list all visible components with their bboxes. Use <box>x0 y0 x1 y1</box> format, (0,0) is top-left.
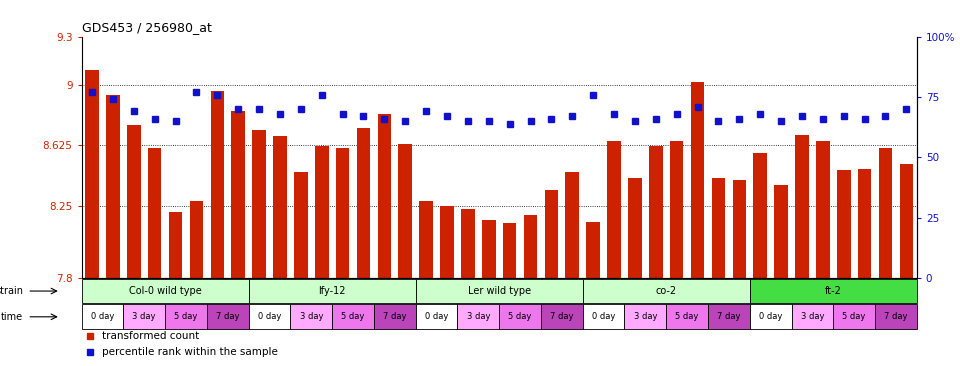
Bar <box>207 305 249 329</box>
Text: 7 day: 7 day <box>216 312 239 321</box>
Bar <box>587 222 600 278</box>
Bar <box>169 212 182 278</box>
Bar <box>666 305 708 329</box>
Text: 0 day: 0 day <box>592 312 615 321</box>
Bar <box>420 201 433 278</box>
Bar <box>750 279 917 303</box>
Bar <box>461 209 474 278</box>
Text: 7 day: 7 day <box>717 312 740 321</box>
Bar <box>123 305 165 329</box>
Bar <box>165 305 207 329</box>
Text: 5 day: 5 day <box>676 312 699 321</box>
Bar <box>82 305 123 329</box>
Text: 0 day: 0 day <box>425 312 448 321</box>
Bar <box>540 305 583 329</box>
Bar <box>628 178 641 278</box>
Bar <box>565 172 579 278</box>
Bar <box>332 305 373 329</box>
Bar <box>711 178 725 278</box>
Bar <box>775 185 788 278</box>
Text: 7 day: 7 day <box>550 312 573 321</box>
Text: 5 day: 5 day <box>175 312 198 321</box>
Text: 3 day: 3 day <box>300 312 323 321</box>
Bar <box>670 141 684 278</box>
Bar <box>85 70 99 278</box>
Text: 0 day: 0 day <box>91 312 114 321</box>
Text: 3 day: 3 day <box>132 312 156 321</box>
Bar <box>691 82 705 278</box>
Bar <box>374 305 416 329</box>
Text: strain: strain <box>0 286 23 296</box>
Bar <box>732 180 746 278</box>
Bar <box>837 170 851 278</box>
Text: 0 day: 0 day <box>759 312 782 321</box>
Bar <box>357 128 371 278</box>
Text: lfy-12: lfy-12 <box>319 286 346 296</box>
Text: 3 day: 3 day <box>634 312 657 321</box>
Text: Col-0 wild type: Col-0 wild type <box>129 286 202 296</box>
Text: 3 day: 3 day <box>801 312 824 321</box>
Bar <box>249 279 416 303</box>
Bar <box>795 135 808 278</box>
Text: 5 day: 5 day <box>342 312 365 321</box>
Bar <box>876 305 917 329</box>
Bar <box>398 145 412 278</box>
Bar <box>315 146 328 278</box>
Bar <box>274 137 287 278</box>
Bar <box>708 305 750 329</box>
Bar <box>499 305 541 329</box>
Text: 7 day: 7 day <box>884 312 907 321</box>
Bar <box>833 305 876 329</box>
Bar <box>649 146 662 278</box>
Text: 0 day: 0 day <box>258 312 281 321</box>
Text: 3 day: 3 day <box>467 312 490 321</box>
Bar <box>791 305 833 329</box>
Bar <box>858 169 872 278</box>
Bar <box>416 279 583 303</box>
Bar <box>754 153 767 278</box>
Bar <box>583 279 750 303</box>
Bar <box>441 206 454 278</box>
Text: transformed count: transformed count <box>103 331 200 341</box>
Bar <box>252 130 266 278</box>
Bar <box>482 220 495 278</box>
Bar <box>544 190 558 278</box>
Text: GDS453 / 256980_at: GDS453 / 256980_at <box>82 21 211 34</box>
Bar <box>290 305 332 329</box>
Bar <box>503 223 516 278</box>
Bar <box>190 201 204 278</box>
Bar <box>878 148 892 278</box>
Bar <box>127 125 140 278</box>
Bar <box>231 111 245 278</box>
Text: 5 day: 5 day <box>509 312 532 321</box>
Text: 7 day: 7 day <box>383 312 406 321</box>
Bar <box>816 141 829 278</box>
Bar <box>416 305 457 329</box>
Text: percentile rank within the sample: percentile rank within the sample <box>103 347 278 357</box>
Bar <box>210 92 224 278</box>
Text: ft-2: ft-2 <box>825 286 842 296</box>
Bar <box>294 172 307 278</box>
Bar <box>900 164 913 278</box>
Bar <box>524 215 538 278</box>
Bar <box>249 305 290 329</box>
Bar <box>457 305 499 329</box>
Bar <box>750 305 791 329</box>
Bar <box>336 148 349 278</box>
Text: 5 day: 5 day <box>843 312 866 321</box>
Bar <box>624 305 666 329</box>
Bar <box>583 305 624 329</box>
Bar <box>148 148 161 278</box>
Bar <box>377 114 391 278</box>
Text: co-2: co-2 <box>656 286 677 296</box>
Bar <box>107 94 120 278</box>
Text: time: time <box>1 312 23 322</box>
Bar <box>82 279 249 303</box>
Text: Ler wild type: Ler wild type <box>468 286 531 296</box>
Bar <box>608 141 621 278</box>
